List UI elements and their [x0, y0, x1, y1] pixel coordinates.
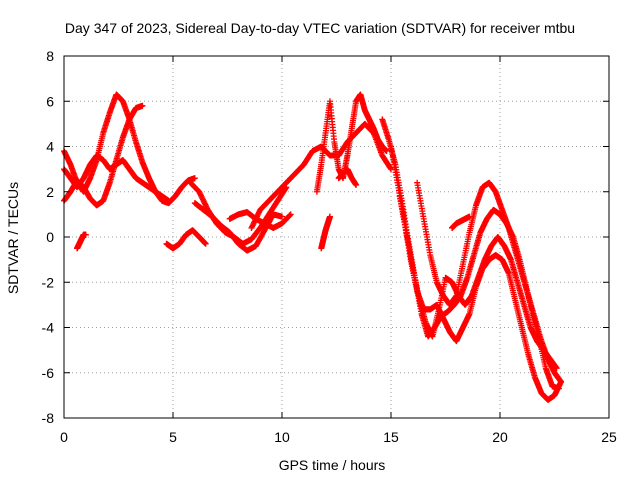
y-axis-label: SDTVAR / TECUs	[5, 182, 21, 294]
y-tick-label-0: 0	[46, 229, 54, 245]
data-point	[353, 181, 360, 188]
y-tick-label--2: -2	[42, 274, 55, 290]
y-tick-label--6: -6	[42, 365, 55, 381]
x-tick-label-25: 25	[601, 429, 617, 445]
x-tick-label-0: 0	[60, 429, 68, 445]
data-point	[139, 102, 146, 109]
series-track-3	[61, 152, 172, 204]
data-points	[61, 91, 565, 403]
x-tick-label-20: 20	[492, 429, 508, 445]
y-tick-label-2: 2	[46, 184, 54, 200]
data-point	[165, 197, 172, 204]
series-track-16	[396, 193, 560, 372]
axes: 0 5 10 15 20 25 -8 -6 -4 -2 0 2 4 6 8	[42, 48, 617, 445]
x-axis-label: GPS time / hours	[279, 457, 386, 473]
y-tick-label-8: 8	[46, 48, 54, 64]
x-tick-label-5: 5	[169, 429, 177, 445]
data-point	[558, 378, 565, 385]
data-point	[202, 240, 209, 247]
series-track-11	[318, 213, 333, 252]
data-point	[326, 213, 333, 220]
data-point	[279, 213, 285, 220]
y-tick-label--8: -8	[42, 410, 55, 426]
chart-title: Day 347 of 2023, Sidereal Day-to-day VTE…	[65, 20, 575, 36]
y-tick-label-6: 6	[46, 93, 54, 109]
data-point	[287, 211, 294, 218]
series-track-8	[226, 209, 294, 231]
series-track-7	[191, 200, 285, 254]
x-tick-label-10: 10	[274, 429, 290, 445]
series-track-5	[163, 227, 209, 252]
series-track-4	[74, 231, 89, 252]
series-track-15	[414, 179, 565, 385]
data-point	[82, 231, 89, 238]
x-tick-label-15: 15	[383, 429, 399, 445]
data-point	[466, 213, 473, 220]
y-tick-label--4: -4	[42, 320, 55, 336]
series-track-12	[335, 166, 360, 188]
series-track-17	[449, 213, 473, 231]
data-point	[191, 175, 198, 182]
y-tick-label-4: 4	[46, 139, 54, 155]
data-point	[553, 365, 560, 372]
